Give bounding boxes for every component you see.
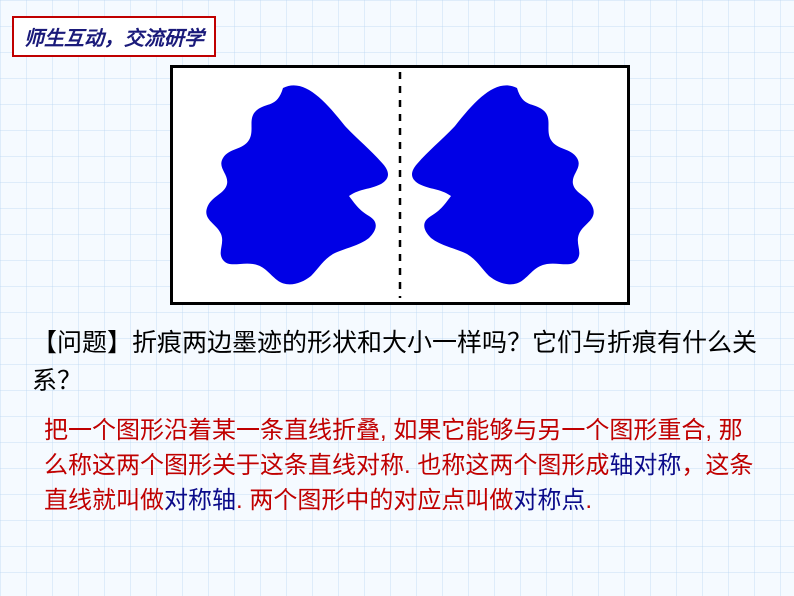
- answer-block: 把一个图形沿着某一条直线折叠, 如果它能够与另一个图形重合, 那么称这两个图形关…: [44, 414, 758, 518]
- keyword-axial-symmetry: 轴对称: [609, 452, 681, 479]
- section-header-text: 师生互动，交流研学: [24, 28, 204, 50]
- keyword-axis: 对称轴: [164, 487, 236, 514]
- question-text: 折痕两边墨迹的形状和大小一样吗？它们与折痕有什么关系？: [32, 329, 757, 395]
- keyword-symmetric-point: 对称点: [513, 487, 585, 514]
- section-header: 师生互动，交流研学: [12, 16, 216, 57]
- question-block: 【问题】折痕两边墨迹的形状和大小一样吗？它们与折痕有什么关系？: [32, 325, 762, 400]
- symmetry-figure: [170, 65, 630, 305]
- answer-part1d: .: [585, 487, 592, 514]
- inkblot-svg: [173, 68, 627, 302]
- question-label: 【问题】: [32, 329, 132, 357]
- answer-part1c: . 两个图形中的对应点叫做: [236, 487, 513, 514]
